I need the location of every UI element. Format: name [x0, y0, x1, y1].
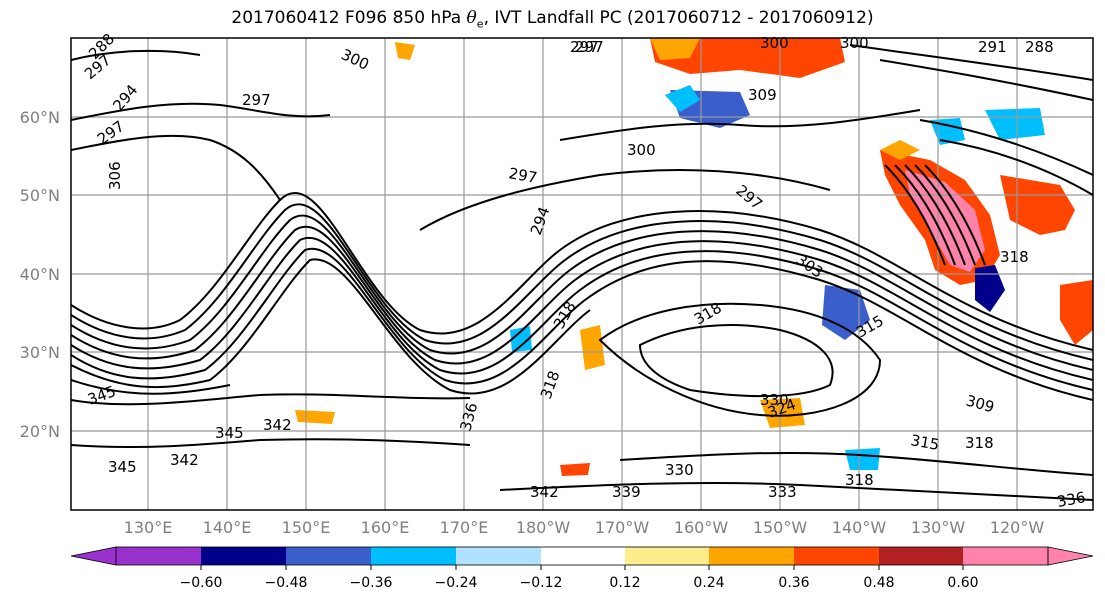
map-title: 2017060412 F096 850 hPa θe, IVT Landfall…	[231, 8, 874, 31]
lat-label-30n: 30°N	[20, 343, 60, 362]
colorbar-segment	[201, 547, 286, 565]
contour-label: 318	[845, 471, 874, 489]
lon-label: 130°W	[911, 518, 966, 537]
lon-label: 150°E	[282, 518, 331, 537]
contour-label: 336	[1056, 488, 1087, 511]
map-frame	[70, 37, 1094, 511]
lat-label-40n: 40°N	[20, 265, 60, 284]
contour-label: 330	[760, 391, 789, 409]
lon-label: 170°E	[440, 518, 489, 537]
colorbar-tick-label: −0.60	[180, 575, 223, 591]
contour-label: 300	[627, 141, 656, 159]
contour-label: 306	[106, 161, 124, 190]
lon-label: 160°W	[674, 518, 729, 537]
contour-label: 342	[170, 451, 199, 469]
lon-label: 140°E	[203, 518, 252, 537]
colorbar-extend-high	[1047, 546, 1094, 566]
colorbar-tick-label: 0.48	[863, 575, 894, 591]
colorbar-segment	[963, 547, 1048, 565]
contour-label: 300	[840, 34, 869, 52]
lon-label: 150°W	[753, 518, 808, 537]
contour-label: 297	[570, 38, 599, 56]
colorbar-tick-label: −0.36	[350, 575, 393, 591]
colorbar-tick-label: −0.12	[520, 575, 563, 591]
lon-label: 160°E	[361, 518, 410, 537]
colorbar-segment	[371, 547, 456, 565]
colorbar-segment	[625, 547, 709, 565]
colorbar-segment	[541, 547, 625, 565]
lat-label-20n: 20°N	[20, 422, 60, 441]
contour-label: 297	[507, 164, 538, 187]
contour-label: 345	[215, 424, 244, 442]
colorbar-tick-label: 0.60	[947, 575, 978, 591]
colorbar-segment	[794, 547, 879, 565]
lon-label: 130°E	[124, 518, 173, 537]
lon-label: 170°W	[595, 518, 650, 537]
lat-label-60n: 60°N	[20, 108, 60, 127]
longitude-labels: 130°E 140°E 150°E 160°E 170°E 180°W 170°…	[124, 518, 1045, 537]
lon-label: 140°W	[832, 518, 887, 537]
colorbar-segment	[879, 547, 963, 565]
colorbar-segment	[286, 547, 371, 565]
contour-label: 345	[108, 458, 137, 476]
colorbar-segment	[456, 547, 541, 565]
lon-label: 180°W	[516, 518, 571, 537]
colorbar-tick-label: 0.36	[778, 575, 809, 591]
contour-label: 333	[768, 483, 797, 501]
colorbar-segment	[709, 547, 794, 565]
contour-label: 318	[965, 434, 994, 452]
contour-label: 297	[575, 38, 604, 56]
lat-label-50n: 50°N	[20, 186, 60, 205]
contour-label: 342	[530, 483, 559, 501]
colorbar-ticks: −0.60 −0.48 −0.36 −0.24 −0.12 0.12 0.24 …	[180, 565, 979, 591]
contour-label: 297	[242, 91, 271, 109]
latitude-labels: 60°N 50°N 40°N 30°N 20°N	[20, 108, 60, 441]
contour-label: 339	[612, 483, 641, 501]
contour-label: 309	[748, 86, 777, 104]
colorbar-tick-label: 0.12	[609, 575, 640, 591]
colorbar	[70, 546, 1094, 566]
colorbar-outline	[115, 546, 1049, 566]
colorbar-extend-low	[70, 546, 117, 566]
contour-label: 315	[909, 431, 940, 454]
colorbar-tick-label: −0.48	[265, 575, 308, 591]
contour-label: 342	[263, 416, 292, 434]
colorbar-tick-label: 0.24	[693, 575, 724, 591]
theta-e-contours	[71, 44, 1093, 501]
contour-label: 291	[978, 38, 1007, 56]
contour-label: 330	[665, 461, 694, 479]
contour-label: 288	[1025, 38, 1054, 56]
contour-label: 300	[760, 34, 789, 52]
colorbar-segment	[116, 547, 201, 565]
lon-label: 120°W	[990, 518, 1045, 537]
contour-label: 318	[1000, 248, 1029, 266]
colorbar-tick-label: −0.24	[435, 575, 478, 591]
